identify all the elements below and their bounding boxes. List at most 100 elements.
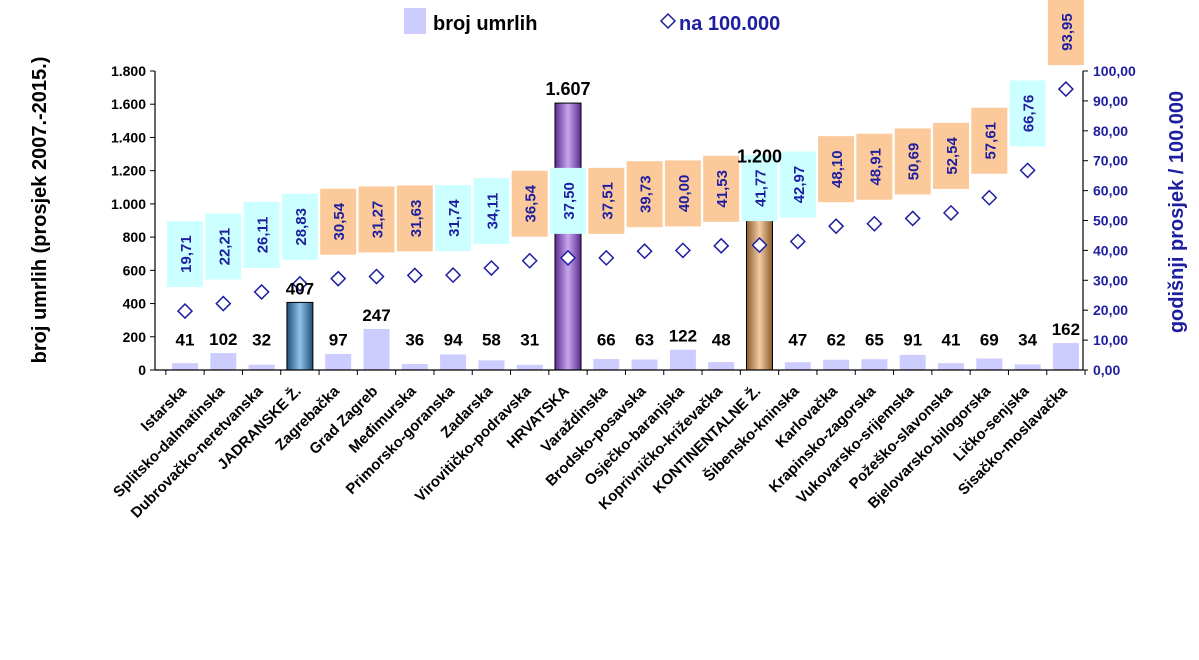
rate-label-istarska: 19,71: [178, 235, 195, 273]
bars-layer: [172, 102, 1079, 371]
bar-sisacko-moslavacka: [1052, 343, 1079, 370]
legend-swatch-broj-umrlih: [404, 8, 426, 34]
count-label-dubrovacko-neretvanska: 32: [252, 330, 271, 349]
rate-label-kontinentalne-z: 41,77: [753, 169, 770, 207]
count-label-brodsko-posavska: 63: [635, 330, 654, 349]
rate-label-bg-koprivnicko-krizevacka: [703, 155, 740, 222]
rate-marker-grad-zagreb: [368, 268, 385, 285]
rate-label-bg-splitsko-dalmatinska: [205, 213, 242, 280]
count-label-zadarska: 58: [482, 330, 501, 349]
rate-marker-istarska: [176, 303, 194, 320]
rate-label-varazdinska: 37,51: [599, 182, 616, 220]
rate-marker-jadranske-z: [291, 275, 308, 292]
rate-marker-me-imurska: [406, 267, 423, 284]
count-label-karlovacka: 62: [827, 330, 846, 349]
bar-istarska: [172, 363, 198, 370]
bar-viroviticko-podravska: [516, 364, 543, 370]
count-label-vukovarsko-srijemska: 91: [903, 330, 922, 349]
bar-zagrebacka: [325, 353, 352, 370]
count-label-pozesko-slavonska: 41: [942, 330, 961, 349]
count-label-me-imurska: 36: [405, 330, 424, 349]
rate-label-bg-me-imurska: [396, 185, 433, 252]
rate-marker-brodsko-posavska: [636, 243, 653, 260]
rate-label-viroviticko-podravska: 36,54: [523, 184, 540, 222]
rate-label-vukovarsko-srijemska: 50,69: [906, 143, 923, 181]
rate-label-bg-kontinentalne-z: [741, 155, 778, 222]
rate-label-bg-karlovacka: [818, 136, 855, 203]
rate-label-bg-sibensko-kninska: [779, 151, 816, 218]
rate-label-koprivnicko-krizevacka: 41,53: [714, 170, 731, 208]
rate-label-bg-primorsko-goranska: [435, 185, 472, 252]
rate-marker-karlovacka: [828, 218, 845, 235]
bar-splitsko-dalmatinska: [210, 353, 237, 370]
y-tick-label: 1.000: [111, 196, 146, 212]
rate-label-bg-zagrebacka: [320, 188, 357, 255]
bar-jadranske-z: [286, 301, 314, 371]
y-tick-label: 600: [123, 262, 147, 278]
rate-label-jadranske-z: 28,83: [293, 208, 310, 246]
bar-hrvatska: [554, 102, 582, 371]
bar-brodsko-posavska: [631, 359, 658, 370]
bar-krapinsko-zagorska: [861, 359, 888, 370]
rate-label-osjecko-baranjska: 40,00: [676, 175, 693, 213]
rate-label-bg-osjecko-baranjska: [664, 160, 701, 227]
rate-label-bg-vukovarsko-srijemska: [894, 128, 931, 195]
rate-marker-splitsko-dalmatinska: [215, 295, 232, 312]
value-labels: 19,71 22,21 26,11 28,83 30,54 31,27 31,63 31,74…: [176, 13, 1081, 349]
y-axis-title: broj umrlih (prosjek 2007.-2015.): [29, 57, 51, 364]
rate-label-bg-hrvatska: [550, 167, 586, 234]
y2-tick-label: 20,00: [1093, 302, 1128, 318]
rate-label-bg-grad-zagreb: [358, 186, 395, 253]
bar-pozesko-slavonska: [938, 363, 964, 370]
count-label-viroviticko-podravska: 31: [520, 330, 539, 349]
rate-label-bg-varazdinska: [588, 167, 625, 234]
rate-label-licko-senjska: 66,76: [1021, 95, 1038, 133]
bar-vukovarsko-srijemska: [899, 354, 926, 370]
rate-label-zagrebacka: 30,54: [331, 202, 348, 240]
count-label-osjecko-baranjska: 122: [669, 327, 697, 346]
y-tick-label: 1.600: [111, 96, 146, 112]
rate-label-hrvatska: 37,50: [561, 182, 578, 220]
rate-marker-sibensko-kninska: [789, 233, 806, 250]
y2-tick-label: 30,00: [1093, 272, 1128, 288]
category-labels: IstarskaSplitsko-dalmatinskaDubrovačko-n…: [110, 382, 1071, 522]
rate-label-primorsko-goranska: 31,74: [446, 199, 463, 237]
rate-label-sibensko-kninska: 42,97: [791, 166, 808, 204]
rate-marker-sisacko-moslavacka: [1057, 81, 1074, 98]
bar-karlovacka: [823, 359, 850, 370]
count-label-splitsko-dalmatinska: 102: [209, 330, 237, 349]
rate-label-karlovacka: 48,10: [829, 150, 846, 188]
y2-tick-label: 10,00: [1093, 332, 1128, 348]
y2-axis-title: godišnji prosjek / 100.000: [1166, 91, 1188, 333]
rate-marker-pozesko-slavonska: [942, 204, 960, 221]
axes-layer: 0 200 400 600 800 1.000 1.200 1.400 1.600 1.800 0,…: [111, 63, 1136, 378]
rate-marker-licko-senjska: [1019, 162, 1036, 179]
rate-label-pozesko-slavonska: 52,54: [944, 136, 961, 174]
count-label-sibensko-kninska: 47: [788, 330, 807, 349]
count-label-hrvatska: 1.607: [545, 79, 590, 99]
rate-label-bg-licko-senjska: [1009, 80, 1046, 147]
y2-tick-label: 0,00: [1093, 362, 1120, 378]
count-label-licko-senjska: 34: [1018, 330, 1037, 349]
y-tick-label: 1.800: [111, 63, 146, 79]
rate-marker-primorsko-goranska: [445, 267, 462, 284]
rate-label-bg-brodsko-posavska: [626, 161, 663, 228]
legend-label-broj-umrlih: broj umrlih: [433, 13, 537, 35]
rate-marker-dubrovacko-neretvanska: [253, 283, 270, 300]
rate-label-bg-sisacko-moslavacka: [1047, 0, 1084, 66]
rate-label-zadarska: 34,11: [484, 193, 501, 230]
rate-label-krapinsko-zagorska: 48,91: [867, 148, 884, 186]
rate-label-dubrovacko-neretvanska: 26,11: [255, 217, 272, 254]
count-label-jadranske-z: 407: [286, 279, 314, 298]
y-tick-label: 1.200: [111, 163, 146, 179]
rate-label-bg-zadarska: [473, 178, 510, 245]
bar-zadarska: [478, 360, 505, 370]
rate-label-sisacko-moslavacka: 93,95: [1059, 13, 1076, 51]
rate-marker-viroviticko-podravska: [521, 252, 538, 269]
count-label-sisacko-moslavacka: 162: [1052, 320, 1080, 339]
y2-tick-label: 50,00: [1093, 213, 1128, 229]
rate-label-me-imurska: 31,63: [408, 200, 425, 238]
legend-label-na-100000: na 100.000: [679, 13, 780, 35]
rate-label-bg-istarska: [167, 221, 203, 288]
